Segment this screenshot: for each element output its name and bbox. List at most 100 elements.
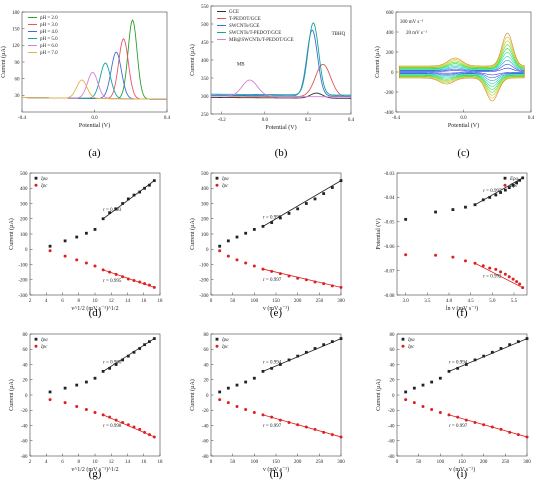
chart-panel: 3.0 3.5 4.0 4.5 5.0 5.5 -0.08 -0.07 -0.06 -0.05 -0… [375,172,528,319]
x-axis-label: v^1/2 (mV s⁻¹)^1/2 [71,466,118,473]
data-point-anodic [226,239,230,243]
data-point-cathodic [451,255,455,259]
data-point-anodic [48,390,52,394]
data-point-cathodic [515,280,519,284]
x-tick-label: 4 [45,460,48,465]
data-point-anodic [508,343,512,347]
data-point-anodic [75,235,79,239]
fit-line [262,338,342,372]
x-tick-label: 0.2 [305,118,312,123]
legend-swatch [503,183,507,187]
panel-label: (b) [275,147,288,159]
data-point-cathodic [499,270,503,274]
legend-label: Ipc [221,345,229,350]
legend-label: Ipa [40,338,48,343]
x-tick-label: 12 [109,460,115,465]
y-tick-label: -60 [388,440,395,445]
data-point-anodic [244,380,248,384]
y-axis-label: Current (µA) [189,218,196,250]
r-value-label: r = 0.994 [263,360,282,365]
x-tick-label: 4.0 [446,299,453,304]
legend-label: pH = 2.0 [40,16,58,21]
legend-swatch [34,176,38,180]
legend-label: Epc [509,184,519,189]
x-tick-label: 0 [210,460,213,465]
data-point-anodic [507,186,511,190]
y-tick-label: 400 [386,31,394,36]
data-point-anodic [121,202,125,205]
data-point-anodic [252,228,256,231]
y-tick-label: 100 [201,233,209,238]
data-point-anodic [296,354,300,358]
x-tick-label: 100 [437,460,445,465]
y-tick-label: 500 [20,172,28,177]
x-tick-label: 16 [141,299,147,304]
cv-curve [399,32,525,102]
data-point-anodic [322,343,326,347]
y-tick-label: 200 [201,218,209,223]
data-point-anodic [114,363,118,366]
y-tick-label: -20 [202,409,209,414]
x-tick-label: 0.0 [460,116,467,121]
legend-label: Ipa [40,177,48,182]
data-point-anodic [313,347,317,350]
y-tick-label: 30 [15,94,21,99]
y-tick-label: -40 [202,424,209,429]
x-tick-label: -0.4 [392,116,400,121]
y-tick-label: 180 [12,11,20,16]
y-tick-label: 600 [386,11,394,16]
panel-label: (f) [457,307,468,319]
panel-label: (h) [270,468,283,480]
legend-label: SWCNTs/T-PEDOT/GCE [229,31,281,36]
y-tick-label: 500 [201,23,209,28]
data-point-cathodic [511,277,515,281]
r-value-label: r = 0.997 [449,424,468,429]
annotation-tbhq: TBHQ [332,32,346,37]
x-axis-label: Potential (V) [265,124,296,131]
plot-frame [396,172,528,296]
data-point-anodic [464,205,467,209]
r-value-label: r = 0.997 [483,189,502,194]
annotation-20: 20 mV s⁻¹ [406,30,427,36]
y-axis-label: Potential (V) [375,218,382,249]
annotation-mb: MB [237,62,245,67]
data-point-anodic [108,366,112,370]
x-tick-label: 3.0 [403,299,410,304]
legend-swatch [34,344,38,348]
legend-label: Ipa [221,177,229,182]
data-point-anodic [252,376,256,380]
x-tick-label: 250 [502,460,510,465]
data-point-cathodic [404,398,408,402]
legend-swatch [215,183,219,187]
data-point-anodic [330,186,334,189]
fit-line [474,177,523,206]
data-point-cathodic [48,249,52,253]
y-tick-label: -40 [21,424,28,429]
data-point-cathodic [218,249,222,253]
x-tick-label: 150 [272,460,280,465]
y-tick-label: 300 [20,202,28,207]
legend-swatch [401,344,405,348]
data-point-anodic [218,390,222,394]
data-point-anodic [482,354,486,358]
y-tick-label: -400 [384,111,394,116]
series-line [210,29,352,97]
data-point-anodic [108,211,112,215]
data-point-anodic [244,231,248,235]
x-tick-label: 8 [78,460,81,465]
data-point-cathodic [507,275,511,279]
r-value-label: r = 0.997 [263,278,282,283]
data-point-cathodic [434,253,438,257]
legend-swatch [401,337,405,341]
data-point-cathodic [404,253,408,257]
y-axis-label: Current (µA) [8,379,15,411]
x-tick-label: 14 [125,299,131,304]
x-axis-label: v (mV s⁻¹) [449,466,475,473]
data-point-cathodic [518,282,522,286]
data-point-cathodic [481,264,485,268]
x-tick-label: 50 [416,460,422,465]
data-point-anodic [488,196,492,199]
r-value-label: r = 0.997 [263,424,282,429]
plot-frame [29,333,161,457]
y-tick-label: 40 [390,363,396,368]
